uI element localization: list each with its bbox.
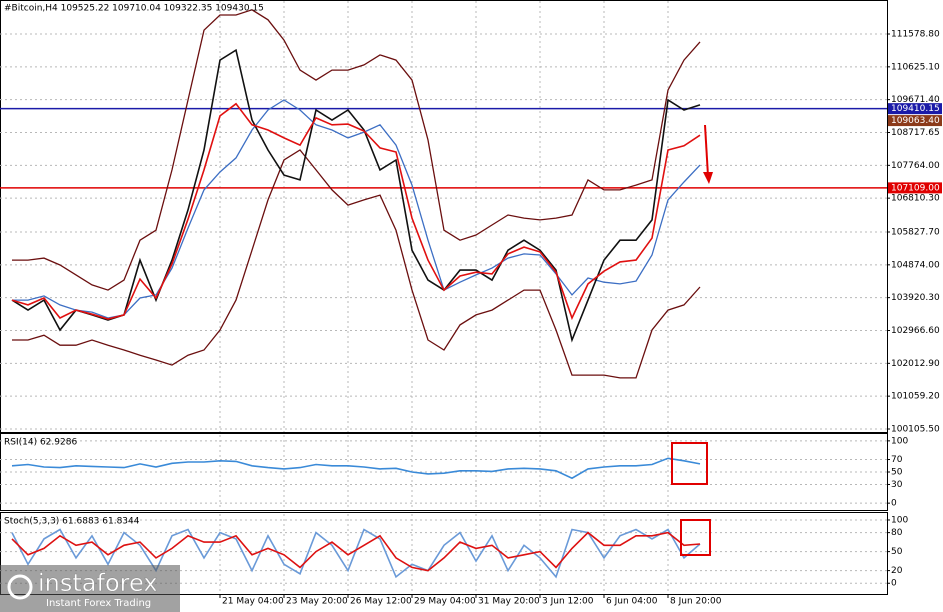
y-tick-label: 102966.60 (891, 326, 940, 336)
down-arrow (704, 124, 709, 177)
price-tag (888, 115, 942, 127)
watermark-tagline: Instant Forex Trading (46, 598, 151, 609)
x-tick-label: 23 May 20:00 (286, 597, 348, 607)
watermark: instaforex Instant Forex Trading (0, 565, 180, 612)
price-tag-label: 109410.15 (891, 104, 940, 114)
x-tick-label: 31 May 20:00 (478, 597, 540, 607)
y-tick-label: 30 (891, 480, 903, 490)
y-tick-label: 105827.70 (891, 227, 940, 237)
panel-title: Stoch(5,3,3) 61.6883 61.8344 (4, 517, 140, 527)
y-tick-label: 101059.20 (891, 392, 940, 402)
x-tick-label: 8 Jun 20:00 (670, 597, 722, 607)
y-tick-label: 50 (891, 468, 903, 478)
y-tick-label: 108717.65 (891, 128, 940, 138)
y-tick-label: 0 (891, 499, 897, 509)
series-line (11, 48, 701, 343)
y-tick-label: 100105.50 (891, 424, 940, 434)
x-tick-label: 29 May 04:00 (414, 597, 476, 607)
series-line (11, 457, 701, 480)
y-tick-label: 50 (891, 547, 903, 557)
y-tick-label: 110625.10 (891, 62, 940, 72)
series-line (11, 102, 701, 321)
y-tick-label: 111578.80 (891, 29, 940, 39)
price-tag-label: 109063.40 (891, 116, 940, 126)
y-tick-label: 107764.00 (891, 161, 940, 171)
series-line (12, 9, 701, 291)
series-line (12, 99, 701, 319)
y-tick-label: 80 (891, 528, 903, 538)
y-tick-label: 106810.30 (891, 194, 940, 204)
x-tick-label: 3 Jun 12:00 (542, 597, 594, 607)
y-tick-label: 100 (891, 515, 908, 525)
x-tick-label: 21 May 04:00 (222, 597, 284, 607)
y-tick-label: 70 (891, 455, 903, 465)
price-panel (0, 0, 888, 433)
y-tick-label: 104874.00 (891, 260, 940, 270)
y-tick-label: 102012.90 (891, 359, 940, 369)
series-line (12, 149, 701, 379)
x-tick-label: 26 May 12:00 (350, 597, 412, 607)
watermark-logo (7, 574, 33, 600)
watermark-brand: instaforex (38, 569, 158, 597)
series-line (11, 531, 701, 572)
highlight-box (680, 519, 711, 556)
price-tag (888, 182, 942, 194)
stoch-panel (0, 512, 888, 595)
arrow-head (703, 172, 713, 184)
panel-title: #Bitcoin,H4 109525.22 109710.04 109322.3… (4, 4, 264, 14)
panel-title: RSI(14) 62.9286 (4, 438, 77, 448)
y-tick-label: 100 (891, 436, 908, 446)
y-tick-label: 20 (891, 566, 903, 576)
annotations (671, 124, 713, 556)
price-tag-label: 107109.00 (891, 183, 940, 193)
y-tick-label: 103920.30 (891, 293, 940, 303)
x-tick-label: 6 Jun 04:00 (606, 597, 658, 607)
y-tick-label: 109671.40 (891, 95, 940, 105)
highlight-box (671, 442, 708, 485)
y-tick-label: 0 (891, 579, 897, 589)
price-tag (888, 103, 942, 115)
